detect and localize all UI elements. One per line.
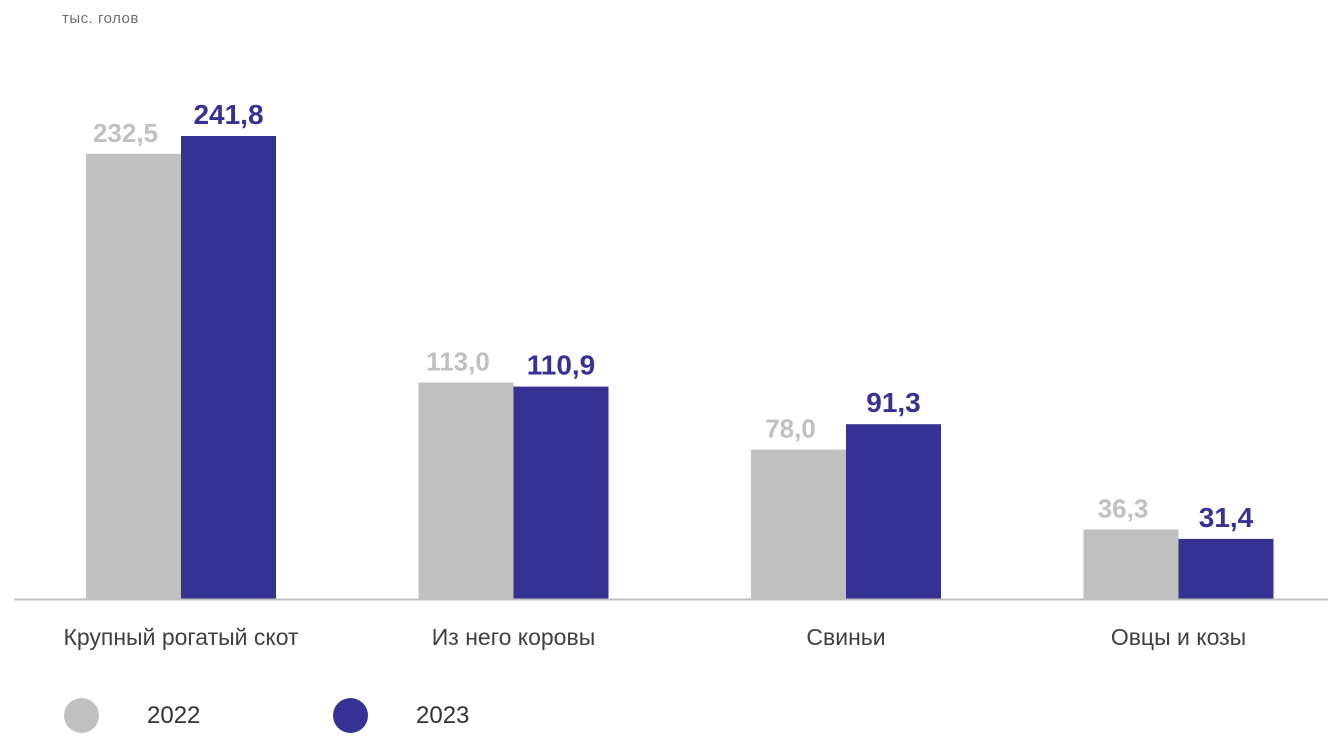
data-label-2023-1: 241,8 — [193, 99, 263, 130]
bar-2023-1 — [181, 136, 276, 599]
legend-label-2022: 2022 — [147, 701, 201, 729]
data-label-2023-2: 110,9 — [527, 350, 596, 381]
data-label-2022-3: 78,0 — [765, 414, 816, 444]
bar-chart: 232,5 241,8 Крупный рогатый скот 113,0 110,9… — [14, 99, 1328, 650]
legend-swatch-2023 — [333, 698, 368, 733]
bar-2023-3 — [846, 424, 941, 599]
legend-item-2022: 2022 — [64, 698, 200, 733]
data-label-2023-4: 31,4 — [1199, 502, 1254, 533]
category-label-4: Овцы и козы — [1111, 624, 1246, 650]
bar-2022-3 — [751, 449, 846, 599]
category-label-3: Свиньи — [806, 624, 885, 650]
legend-label-2023: 2023 — [416, 701, 470, 729]
bar-2023-4 — [1178, 538, 1274, 599]
data-label-2023-3: 91,3 — [866, 387, 921, 418]
category-label-1: Крупный рогатый скот — [63, 624, 299, 650]
bar-2022-4 — [1083, 529, 1179, 599]
bar-2022-2 — [418, 382, 514, 599]
data-label-2022-1: 232,5 — [93, 118, 158, 148]
data-label-2022-2: 113,0 — [426, 347, 490, 377]
data-label-2022-4: 36,3 — [1098, 494, 1149, 524]
legend-swatch-2022 — [64, 698, 99, 733]
y-axis-unit-label: тыс. голов — [62, 10, 139, 27]
bar-2023-2 — [513, 386, 609, 599]
legend-item-2023: 2023 — [333, 698, 469, 733]
category-label-2: Из него коровы — [432, 624, 595, 650]
bar-2022-1 — [86, 153, 181, 600]
